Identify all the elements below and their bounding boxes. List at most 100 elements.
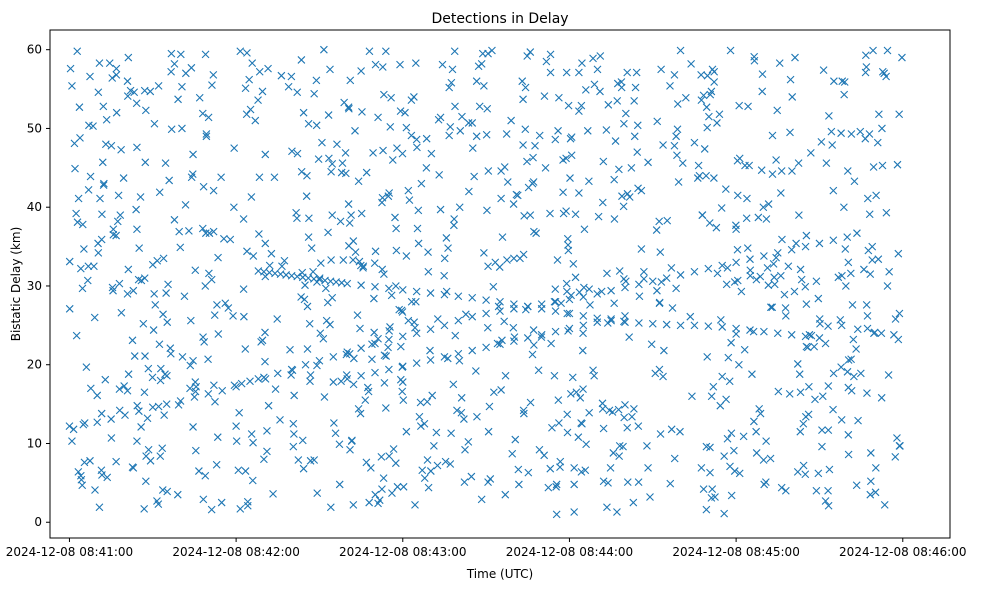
data-point <box>371 60 380 69</box>
data-point <box>345 219 354 227</box>
data-point <box>880 501 889 509</box>
data-point <box>893 434 901 442</box>
data-point <box>78 284 87 293</box>
data-point <box>551 135 560 144</box>
x-tick-label: 2024-12-08 08:45:00 <box>672 545 799 559</box>
data-point <box>748 370 756 379</box>
data-point <box>610 299 619 308</box>
x-tick-label: 2024-12-08 08:42:00 <box>172 545 299 559</box>
data-point <box>124 370 133 379</box>
data-point <box>103 473 112 482</box>
data-point <box>167 67 175 76</box>
data-point <box>189 423 197 431</box>
data-point <box>178 82 186 91</box>
data-point <box>865 210 874 219</box>
data-point <box>214 330 223 338</box>
data-point <box>159 254 168 263</box>
data-point <box>86 172 95 181</box>
data-point <box>94 88 103 97</box>
data-point <box>760 252 768 260</box>
data-point <box>156 452 165 460</box>
data-point <box>570 508 579 516</box>
data-point <box>535 445 544 454</box>
data-point <box>565 324 574 333</box>
data-point <box>856 127 865 136</box>
data-point <box>686 312 695 321</box>
data-point <box>309 267 317 276</box>
data-point <box>443 354 452 363</box>
data-point <box>371 368 379 377</box>
data-point <box>200 337 209 346</box>
data-point <box>799 419 808 428</box>
data-point <box>378 485 386 494</box>
data-point <box>371 247 380 256</box>
data-point <box>377 452 386 461</box>
data-point <box>167 49 176 58</box>
data-point <box>722 280 731 289</box>
data-point <box>837 129 845 138</box>
data-point <box>579 329 587 338</box>
data-point <box>191 387 200 396</box>
data-point <box>755 404 764 413</box>
data-point <box>878 161 887 170</box>
data-point <box>457 393 466 402</box>
data-point <box>98 210 106 219</box>
data-point <box>95 503 104 512</box>
data-point <box>643 441 651 450</box>
data-point <box>438 60 447 69</box>
data-point <box>523 157 531 166</box>
data-point <box>224 304 233 312</box>
data-point <box>625 333 634 342</box>
data-point <box>374 334 382 343</box>
data-point <box>241 467 250 475</box>
data-point <box>65 257 74 266</box>
data-point <box>72 209 81 218</box>
data-point <box>230 144 239 153</box>
data-point <box>775 59 784 67</box>
data-point <box>796 388 805 397</box>
data-point <box>117 145 125 154</box>
data-point <box>465 187 473 196</box>
data-point <box>249 438 257 447</box>
data-point <box>426 325 435 334</box>
data-point <box>615 452 624 460</box>
data-point <box>433 461 442 470</box>
data-point <box>328 160 337 168</box>
data-point <box>520 409 528 418</box>
data-point <box>563 309 572 318</box>
data-point <box>432 428 441 437</box>
data-point <box>411 501 419 509</box>
data-point <box>371 282 379 291</box>
data-point <box>523 334 532 342</box>
data-point <box>667 425 676 434</box>
data-point <box>339 256 348 264</box>
data-point <box>660 346 668 355</box>
data-point <box>132 99 141 108</box>
data-point <box>546 209 554 218</box>
data-point <box>785 389 794 398</box>
data-point <box>175 227 184 236</box>
data-point <box>482 130 491 139</box>
data-point <box>797 275 806 284</box>
data-point <box>781 486 790 495</box>
data-point <box>717 204 726 212</box>
data-point <box>243 48 251 57</box>
data-point <box>844 430 853 439</box>
data-point <box>733 191 742 200</box>
data-point <box>212 460 221 469</box>
data-point <box>780 290 789 299</box>
data-point <box>827 127 836 136</box>
data-point <box>647 340 656 349</box>
data-point <box>702 103 711 112</box>
data-point <box>498 233 507 242</box>
data-point <box>566 174 574 182</box>
data-point <box>510 300 518 308</box>
data-point <box>221 299 230 308</box>
data-point <box>480 82 488 90</box>
data-point <box>207 505 216 514</box>
data-point <box>746 266 755 275</box>
data-point <box>412 329 421 338</box>
data-point <box>99 181 108 190</box>
data-point <box>201 229 210 238</box>
data-point <box>247 193 256 201</box>
